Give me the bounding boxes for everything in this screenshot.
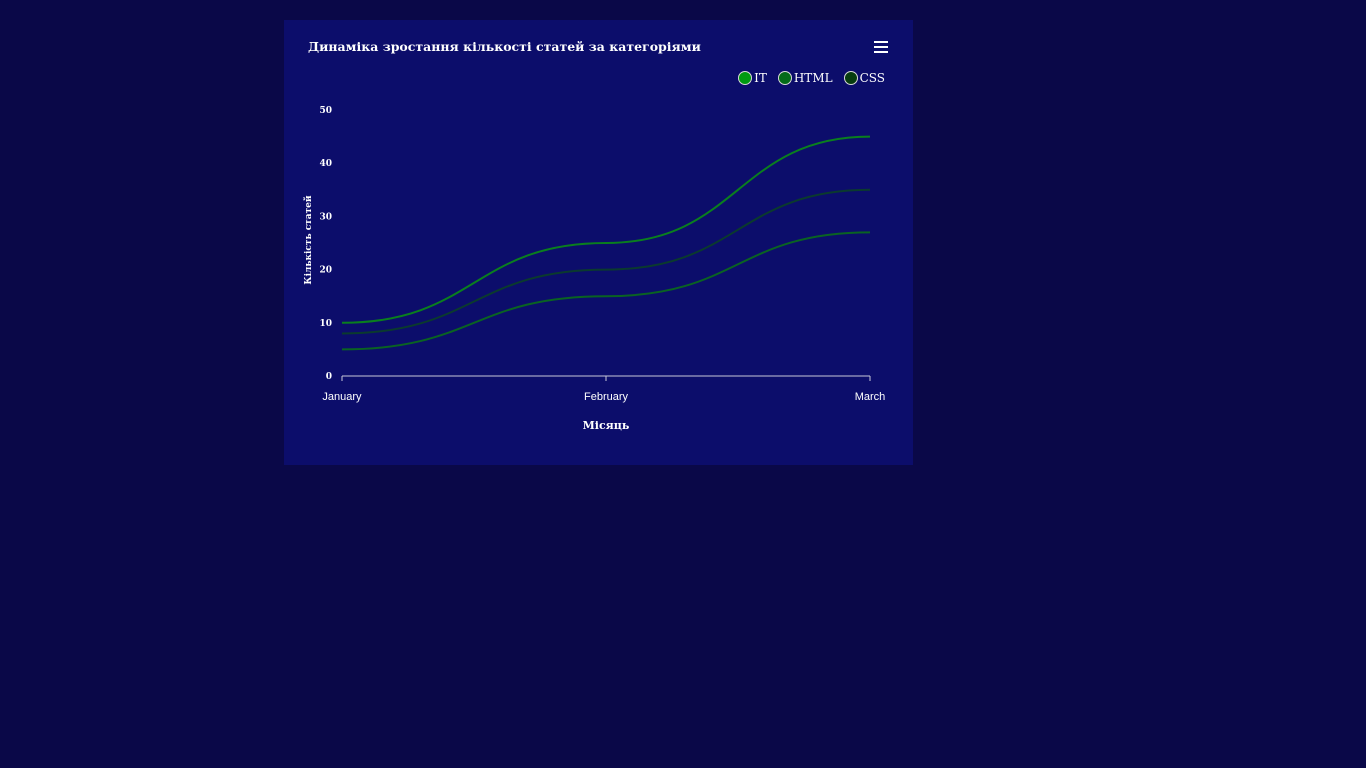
legend-label: IT	[754, 71, 767, 85]
y-tick-label: 10	[319, 319, 332, 329]
y-axis: 0 10 20 30 40 50	[319, 106, 332, 382]
y-tick-label: 20	[319, 266, 332, 276]
menu-button[interactable]	[870, 38, 892, 56]
x-tick-label: January	[322, 391, 362, 403]
series-lines	[341, 135, 871, 351]
hamburger-icon-bar-middle	[874, 46, 888, 48]
y-tick-label: 40	[319, 159, 332, 169]
chart-card: Динаміка зростання кількості статей за к…	[284, 20, 913, 465]
chart-title: Динаміка зростання кількості статей за к…	[308, 39, 701, 54]
legend: IT HTML CSS	[738, 71, 885, 85]
x-axis-title: Місяць	[583, 419, 630, 432]
plot-area: 0 10 20 30 40 50 January February March Кількіс…	[303, 106, 886, 432]
series-line-html[interactable]	[341, 231, 871, 351]
y-tick-label: 0	[326, 372, 332, 382]
y-tick-label: 30	[319, 212, 332, 222]
legend-item-it[interactable]: IT	[738, 71, 767, 85]
x-tick-label: February	[584, 391, 629, 403]
hamburger-icon-bar-bottom	[874, 51, 888, 53]
series-line-css[interactable]	[341, 188, 871, 335]
series-line-it[interactable]	[341, 135, 871, 324]
y-axis-title: Кількість статей	[303, 195, 314, 284]
x-axis: January February March	[322, 375, 886, 403]
legend-marker-icon	[738, 71, 753, 85]
legend-label: CSS	[859, 71, 885, 85]
x-tick-label: March	[855, 391, 886, 403]
y-tick-label: 50	[319, 106, 332, 116]
hamburger-icon-bar-top	[874, 41, 888, 43]
legend-label: HTML	[793, 71, 833, 85]
legend-marker-icon	[843, 71, 858, 85]
legend-marker-icon	[777, 71, 792, 85]
legend-item-css[interactable]: CSS	[843, 71, 885, 85]
legend-item-html[interactable]: HTML	[777, 71, 833, 85]
